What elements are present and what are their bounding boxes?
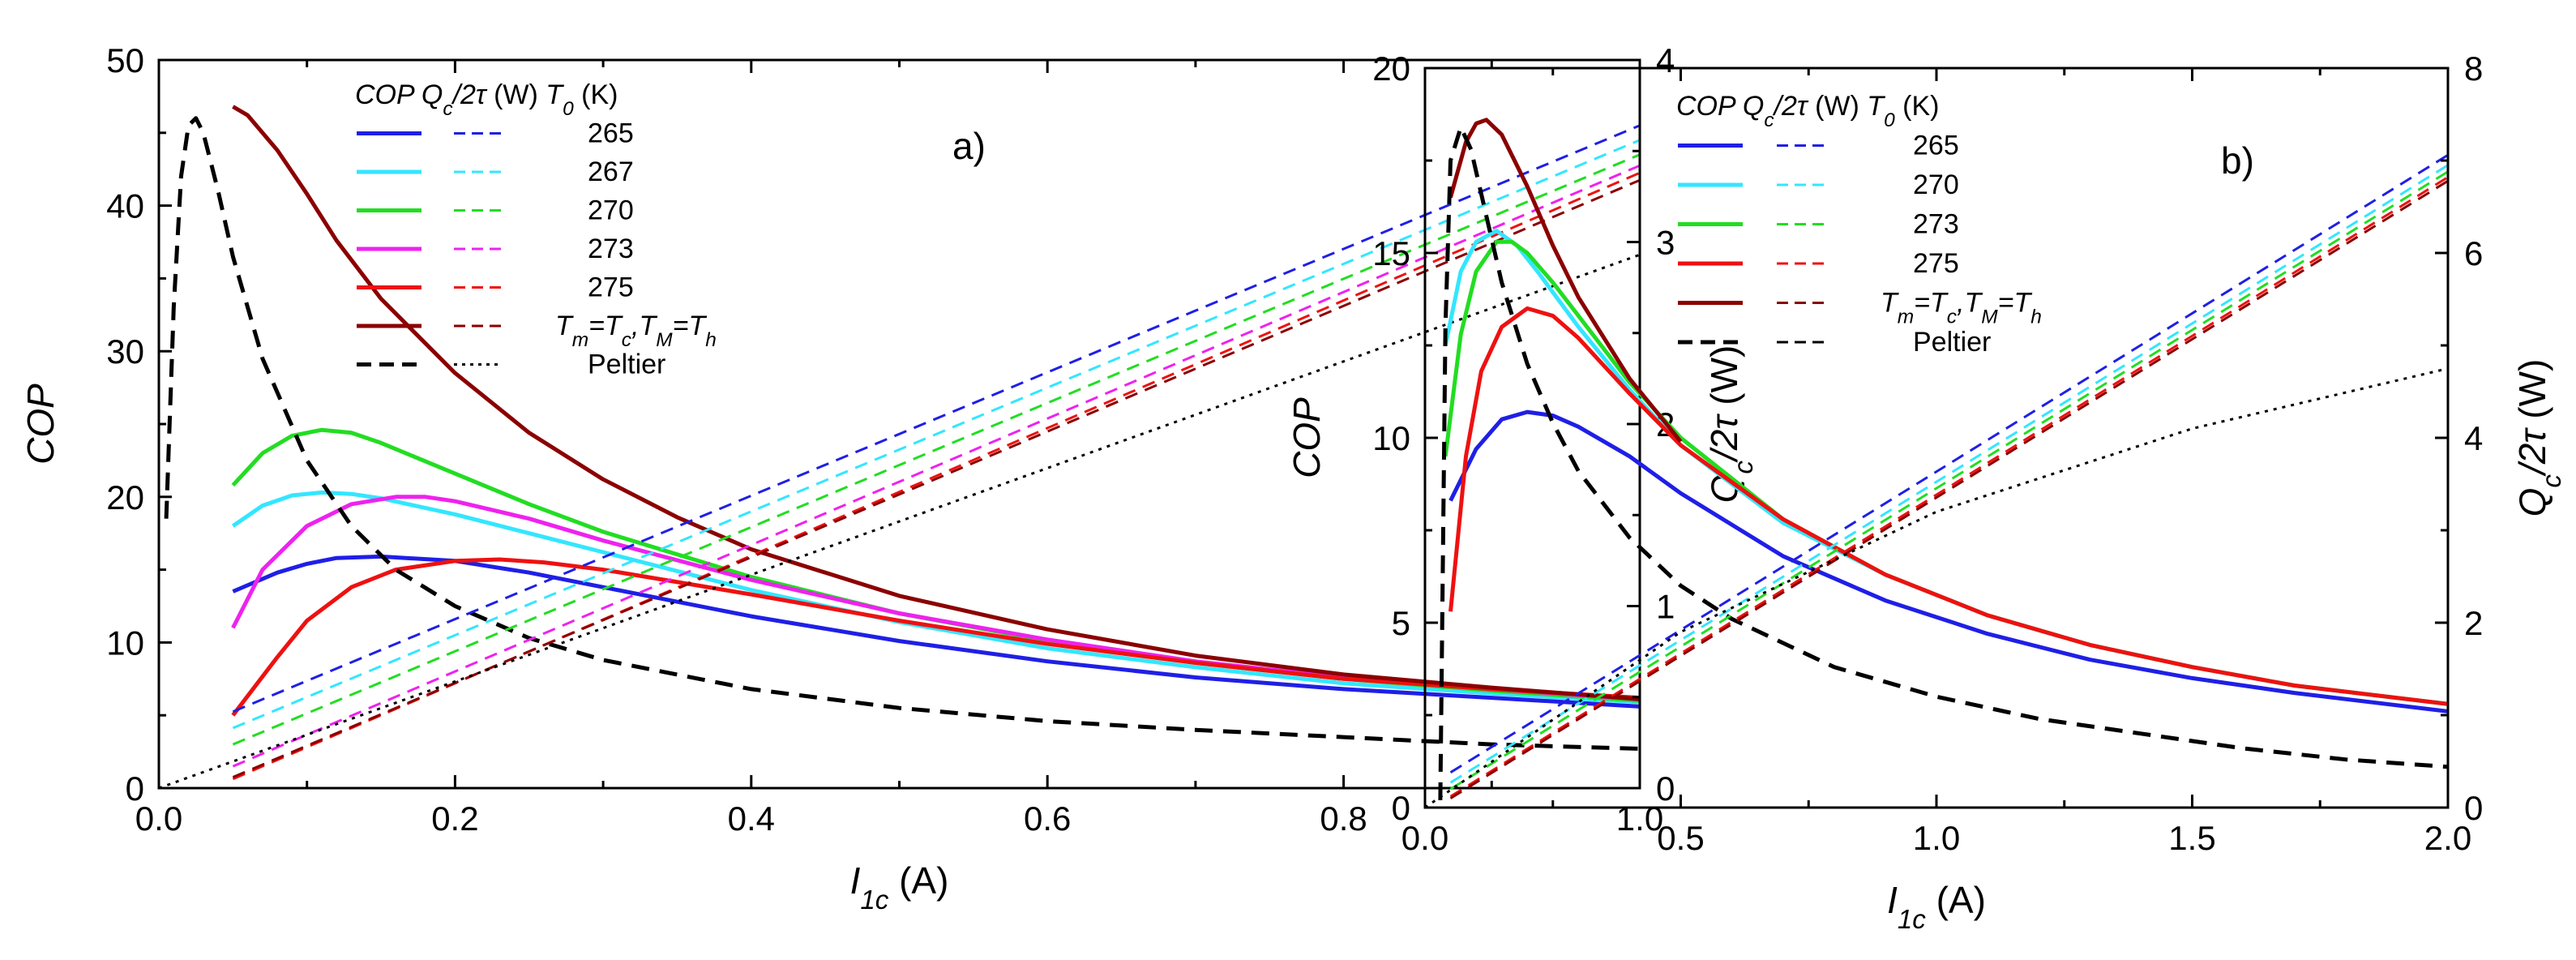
y-right-tick-label: 4: [1656, 41, 1675, 79]
series-line-qc-2-265: [232, 124, 1640, 714]
x-tick-label: 0.0: [135, 799, 182, 838]
legend-header: COP Qc/2τ (W) T0 (K): [1676, 91, 1939, 131]
x-tick-label: 1.0: [1913, 819, 1960, 857]
legend-label: 275: [1913, 248, 1959, 279]
panel-label: a): [952, 125, 986, 167]
series-line-cop-275: [1448, 306, 2448, 706]
x-axis-title: I1c (A): [1887, 879, 1986, 935]
legend-label: Tm=Tc,TM=Th: [555, 311, 717, 351]
x-tick-label: 0.8: [1320, 799, 1367, 838]
y-right-tick-label: 4: [2464, 419, 2483, 457]
y-left-tick-label: 50: [106, 41, 144, 79]
series-line-qc-2-265: [1449, 153, 2448, 774]
legend-header: COP Qc/2τ (W) T0 (K): [355, 79, 618, 120]
legend-label: 273: [588, 234, 634, 264]
y-left-tick-label: 20: [106, 478, 144, 516]
y-left-tick-label: 20: [1372, 49, 1410, 88]
series-line-cop-267: [231, 490, 1640, 705]
series-line-qc-2-tm-tc-tm-th: [1449, 179, 2448, 799]
y-left-tick-label: 0: [1392, 789, 1410, 827]
series-line-qc-2-273: [1449, 170, 2448, 791]
series-line-cop-peltier: [164, 116, 1640, 751]
series-line-qc-2-275: [1449, 176, 2448, 798]
series-line-qc-2-peltier: [1425, 367, 2448, 808]
x-axis-title: I1c (A): [850, 859, 949, 915]
x-tick-label: 0.0: [1401, 819, 1448, 857]
plot-frame: [157, 58, 1641, 790]
legend: COP Qc/2τ (W) T0 (K)265 267 270 273 275 Tm=Tc…: [355, 79, 717, 380]
y-right-axis-title: Qc/2τ (W): [2511, 359, 2567, 517]
x-tick-label: 1.0: [1616, 799, 1663, 838]
series-line-qc-2-270: [232, 153, 1640, 746]
y-right-tick-label: 2: [2464, 604, 2483, 642]
y-left-tick-label: 30: [106, 332, 144, 371]
series-line-cop-peltier: [1438, 125, 2448, 800]
legend-label: 265: [588, 118, 634, 149]
series-group: [1425, 118, 2448, 808]
series-line-cop-273: [231, 495, 1640, 701]
legend-label: 270: [588, 195, 634, 226]
x-tick-label: 0.6: [1024, 799, 1071, 838]
legend-label: 273: [1913, 209, 1959, 240]
y-right-tick-label: 8: [2464, 49, 2483, 88]
panel-label: b): [2221, 139, 2254, 182]
legend-label: 265: [1913, 131, 1959, 161]
y-left-axis-title: COP: [19, 384, 62, 465]
series-line-cop-270: [231, 427, 1640, 703]
series-group: [159, 105, 1640, 788]
y-left-tick-label: 5: [1392, 604, 1410, 642]
x-tick-label: 2.0: [2424, 819, 2471, 857]
y-left-tick-label: 10: [106, 624, 144, 662]
legend-label: Tm=Tc,TM=Th: [1881, 288, 2042, 328]
y-right-tick-label: 3: [1656, 224, 1675, 262]
legend-label: Peltier: [1913, 327, 1991, 358]
series-line-cop-tm-tc-tm-th: [232, 105, 1640, 701]
x-tick-label: 1.5: [2168, 819, 2215, 857]
legend-label: Peltier: [588, 349, 665, 380]
y-left-tick-label: 40: [106, 187, 144, 225]
series-line-qc-2-273: [232, 164, 1640, 768]
series-line-qc-2-270: [1449, 164, 2448, 784]
x-tick-label: 0.2: [431, 799, 478, 838]
series-line-cop-tm-tc-tm-th: [1448, 118, 1683, 444]
y-right-tick-label: 1: [1656, 588, 1675, 626]
y-right-tick-label: 0: [2464, 789, 2483, 827]
y-right-tick-label: 0: [1656, 769, 1675, 808]
y-left-tick-label: 10: [1372, 419, 1410, 457]
series-line-cop-265: [1448, 409, 2448, 714]
y-right-tick-label: 6: [2464, 234, 2483, 272]
series-line-qc-2-267: [232, 139, 1640, 730]
legend-label: 275: [588, 272, 634, 303]
series-line-qc-2-peltier: [159, 253, 1640, 788]
series-line-cop-275: [231, 557, 1640, 717]
legend: COP Qc/2τ (W) T0 (K)265 270 273 275 Tm=Tc,TM…: [1676, 91, 2042, 358]
x-tick-label: 0.5: [1657, 819, 1704, 857]
series-line-cop-265: [232, 554, 1640, 709]
legend-label: 270: [1913, 169, 1959, 200]
legend-label: 267: [588, 156, 634, 187]
y-left-tick-label: 15: [1372, 234, 1410, 272]
series-line-qc-2-tm-tc-tm-th: [232, 178, 1640, 778]
x-tick-label: 0.4: [728, 799, 775, 838]
y-left-axis-title: COP: [1286, 397, 1328, 478]
y-left-tick-label: 0: [126, 769, 144, 808]
